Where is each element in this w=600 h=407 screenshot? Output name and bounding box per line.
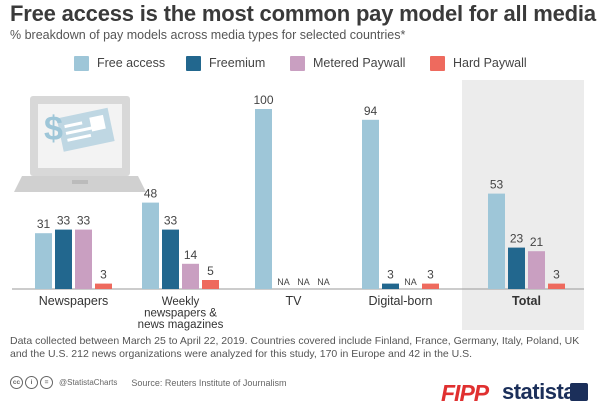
statista-logo: statista bbox=[502, 379, 576, 404]
data-label-tv-freemium: NA bbox=[277, 277, 290, 287]
data-label-digital-born-freemium: 3 bbox=[387, 268, 394, 282]
x-tick-label-newspapers: Newspapers bbox=[39, 294, 108, 308]
svg-text:$: $ bbox=[44, 110, 63, 148]
data-label-newspapers-hard-paywall: 3 bbox=[100, 268, 107, 282]
legend-item-metered-paywall: Metered Paywall bbox=[290, 54, 405, 72]
bar-newspapers-free-access bbox=[35, 233, 52, 289]
bar-newspapers-freemium bbox=[55, 229, 72, 289]
x-tick-label-weekly-newspapers-news-magazines: Weekly newspapers & news magazines bbox=[138, 296, 224, 331]
x-tick-label-tv: TV bbox=[286, 294, 303, 308]
legend-swatch-metered-paywall bbox=[290, 55, 305, 71]
data-label-digital-born-hard-paywall: 3 bbox=[427, 268, 434, 282]
nd-icon: = bbox=[40, 376, 53, 389]
bar-total-metered-paywall bbox=[528, 251, 545, 289]
data-label-weekly-newspapers-news-magazines-freemium: 33 bbox=[164, 214, 178, 228]
bar-newspapers-hard-paywall bbox=[95, 283, 112, 289]
legend-item-hard-paywall: Hard Paywall bbox=[430, 54, 527, 72]
legend-label-metered-paywall: Metered Paywall bbox=[313, 56, 406, 70]
bar-weekly-newspapers-news-magazines-hard-paywall bbox=[202, 280, 219, 289]
data-label-digital-born-metered-paywall: NA bbox=[404, 277, 417, 287]
bar-weekly-newspapers-news-magazines-metered-paywall bbox=[182, 263, 199, 289]
footnote: Data collected between March 25 to April… bbox=[10, 335, 580, 360]
data-label-total-metered-paywall: 21 bbox=[530, 235, 544, 249]
x-tick-label-total: Total bbox=[512, 294, 541, 308]
chart-subtitle: % breakdown of pay models across media t… bbox=[10, 28, 406, 42]
chart-title: Free access is the most common pay model… bbox=[10, 1, 596, 26]
data-label-total-hard-paywall: 3 bbox=[553, 268, 560, 282]
data-label-newspapers-metered-paywall: 33 bbox=[77, 214, 91, 228]
x-tick-label-digital-born: Digital-born bbox=[369, 294, 433, 308]
legend: Free access Freemium Metered Paywall Har… bbox=[0, 54, 600, 74]
legend-label-hard-paywall: Hard Paywall bbox=[453, 56, 527, 70]
legend-item-free-access: Free access bbox=[74, 54, 165, 72]
source-text: Source: Reuters Institute of Journalism bbox=[131, 377, 287, 388]
total-highlight-background bbox=[462, 80, 584, 330]
data-label-tv-metered-paywall: NA bbox=[297, 277, 310, 287]
data-label-total-free-access: 53 bbox=[490, 178, 504, 192]
legend-label-free-access: Free access bbox=[97, 56, 166, 70]
cc-icon: cc bbox=[10, 376, 23, 389]
bar-digital-born-freemium bbox=[382, 283, 399, 289]
bar-weekly-newspapers-news-magazines-free-access bbox=[142, 202, 159, 289]
data-label-weekly-newspapers-news-magazines-hard-paywall: 5 bbox=[207, 264, 214, 278]
bar-digital-born-hard-paywall bbox=[422, 283, 439, 289]
legend-label-freemium: Freemium bbox=[209, 56, 266, 70]
laptop-icon: $ bbox=[14, 96, 146, 192]
bar-total-free-access bbox=[488, 193, 505, 289]
data-label-digital-born-free-access: 94 bbox=[364, 104, 378, 118]
data-label-total-freemium: 23 bbox=[510, 232, 524, 246]
data-label-weekly-newspapers-news-magazines-free-access: 48 bbox=[144, 187, 158, 201]
x-axis-labels: Newspapers Weekly newspapers & news magazin… bbox=[39, 294, 541, 331]
statista-mark-icon bbox=[570, 383, 588, 401]
bar-newspapers-metered-paywall bbox=[75, 229, 92, 289]
data-label-newspapers-free-access: 31 bbox=[37, 217, 51, 231]
legend-item-freemium: Freemium bbox=[186, 54, 265, 72]
data-label-weekly-newspapers-news-magazines-metered-paywall: 14 bbox=[184, 248, 198, 262]
twitter-handle[interactable]: @StatistaCharts bbox=[59, 378, 118, 387]
data-label-newspapers-freemium: 33 bbox=[57, 214, 71, 228]
by-icon: i bbox=[25, 376, 38, 389]
bar-digital-born-free-access bbox=[362, 119, 379, 289]
legend-swatch-free-access bbox=[74, 55, 89, 71]
footer-credits: cc i = @StatistaCharts Source: Reuters I… bbox=[10, 376, 286, 389]
data-label-tv-hard-paywall: NA bbox=[317, 277, 330, 287]
bar-total-freemium bbox=[508, 247, 525, 289]
bar-tv-free-access bbox=[255, 109, 272, 289]
fipp-logo: FIPP bbox=[441, 380, 489, 406]
legend-swatch-freemium bbox=[186, 55, 201, 71]
data-label-tv-free-access: 100 bbox=[253, 93, 273, 107]
legend-swatch-hard-paywall bbox=[430, 55, 445, 71]
bar-weekly-newspapers-news-magazines-freemium bbox=[162, 229, 179, 289]
bar-total-hard-paywall bbox=[548, 283, 565, 289]
